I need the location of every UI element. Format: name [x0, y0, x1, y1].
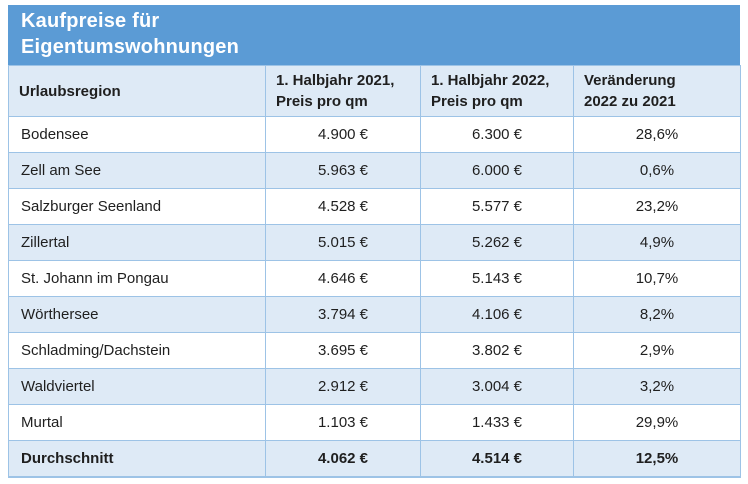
table-row: Murtal 1.103 € 1.433 € 29,9% [8, 404, 741, 441]
price-table: Urlaubsregion 1. Halbjahr 2021, Preis pr… [8, 65, 741, 478]
cell-change: 12,5% [573, 440, 741, 477]
cell-change: 8,2% [573, 296, 741, 333]
cell-price-2022: 4.514 € [420, 440, 574, 477]
cell-region: St. Johann im Pongau [8, 260, 266, 297]
cell-price-2022: 4.106 € [420, 296, 574, 333]
cell-price-2022: 5.262 € [420, 224, 574, 261]
cell-price-2022: 5.577 € [420, 188, 574, 225]
cell-price-2021: 3.695 € [265, 332, 421, 369]
table-row: St. Johann im Pongau 4.646 € 5.143 € 10,… [8, 260, 741, 297]
table-row: Durchschnitt 4.062 € 4.514 € 12,5% [8, 440, 741, 477]
title-line2: Eigentumswohnungen [21, 36, 240, 58]
cell-change: 23,2% [573, 188, 741, 225]
cell-change: 2,9% [573, 332, 741, 369]
table-row: Zillertal 5.015 € 5.262 € 4,9% [8, 224, 741, 261]
cell-price-2022: 6.300 € [420, 116, 574, 153]
cell-price-2021: 5.963 € [265, 152, 421, 189]
header-price-2021: 1. Halbjahr 2021, Preis pro qm [265, 65, 421, 117]
table-row: Schladming/Dachstein 3.695 € 3.802 € 2,9… [8, 332, 741, 369]
cell-region: Schladming/Dachstein [8, 332, 266, 369]
table-row: Bodensee 4.900 € 6.300 € 28,6% [8, 116, 741, 153]
header-row: Urlaubsregion 1. Halbjahr 2021, Preis pr… [8, 65, 741, 117]
cell-price-2022: 3.004 € [420, 368, 574, 405]
cell-region: Zell am See [8, 152, 266, 189]
cell-region: Wörthersee [8, 296, 266, 333]
cell-price-2022: 5.143 € [420, 260, 574, 297]
cell-change: 3,2% [573, 368, 741, 405]
cell-price-2022: 6.000 € [420, 152, 574, 189]
cell-region: Zillertal [8, 224, 266, 261]
table-row: Wörthersee 3.794 € 4.106 € 8,2% [8, 296, 741, 333]
cell-region: Murtal [8, 404, 266, 441]
cell-region: Waldviertel [8, 368, 266, 405]
table-body: Bodensee 4.900 € 6.300 € 28,6% Zell am S… [8, 116, 741, 477]
table-row: Zell am See 5.963 € 6.000 € 0,6% [8, 152, 741, 189]
cell-region: Salzburger Seenland [8, 188, 266, 225]
table-title-bar: Kaufpreise für Eigentumswohnungen [8, 5, 740, 65]
cell-price-2022: 1.433 € [420, 404, 574, 441]
title-line1: Kaufpreise für [21, 10, 160, 32]
header-change: Veränderung 2022 zu 2021 [573, 65, 741, 117]
cell-change: 28,6% [573, 116, 741, 153]
cell-price-2021: 3.794 € [265, 296, 421, 333]
cell-change: 4,9% [573, 224, 741, 261]
cell-price-2021: 4.646 € [265, 260, 421, 297]
cell-price-2021: 2.912 € [265, 368, 421, 405]
cell-region: Durchschnitt [8, 440, 266, 477]
table-row: Salzburger Seenland 4.528 € 5.577 € 23,2… [8, 188, 741, 225]
header-region: Urlaubsregion [8, 65, 266, 117]
header-price-2022: 1. Halbjahr 2022, Preis pro qm [420, 65, 574, 117]
cell-change: 29,9% [573, 404, 741, 441]
cell-price-2021: 1.103 € [265, 404, 421, 441]
header-region-label: Urlaubsregion [19, 82, 121, 100]
cell-change: 10,7% [573, 260, 741, 297]
cell-price-2021: 4.900 € [265, 116, 421, 153]
cell-change: 0,6% [573, 152, 741, 189]
cell-region: Bodensee [8, 116, 266, 153]
cell-price-2021: 5.015 € [265, 224, 421, 261]
table-row: Waldviertel 2.912 € 3.004 € 3,2% [8, 368, 741, 405]
cell-price-2021: 4.528 € [265, 188, 421, 225]
cell-price-2021: 4.062 € [265, 440, 421, 477]
cell-price-2022: 3.802 € [420, 332, 574, 369]
